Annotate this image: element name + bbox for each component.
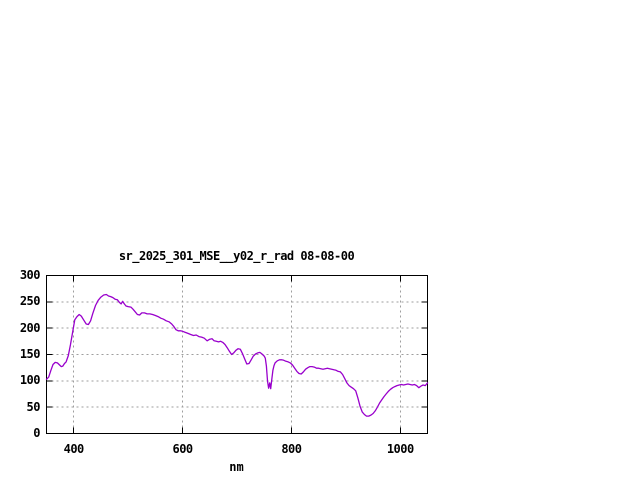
x-axis-label: nm <box>229 460 244 474</box>
series-spectral-radiance <box>45 293 429 417</box>
x-tick-label: 1000 <box>386 442 414 456</box>
x-tick-label: 400 <box>63 442 85 456</box>
x-tick-label: 600 <box>172 442 193 456</box>
y-tick-label: 0 <box>33 426 40 440</box>
chart-title: sr_2025_301_MSE__y02_r_rad 08-08-00 <box>118 249 355 263</box>
y-tick-label: 50 <box>26 399 41 414</box>
y-tick-label: 300 <box>19 268 41 282</box>
y-tick-label: 200 <box>19 320 41 335</box>
y-tick-label: 250 <box>19 294 41 309</box>
y-tick-label: 150 <box>19 347 41 361</box>
y-tick-label: 100 <box>19 373 41 388</box>
x-tick-label: 800 <box>281 442 302 456</box>
